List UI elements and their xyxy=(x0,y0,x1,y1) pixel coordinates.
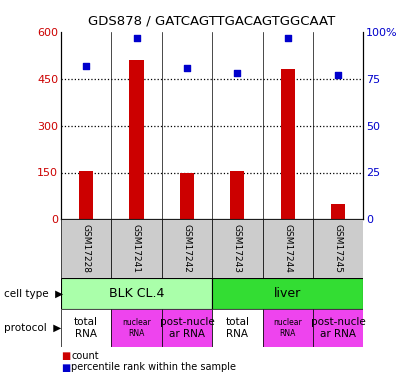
Text: count: count xyxy=(71,351,99,361)
Text: nuclear
RNA: nuclear RNA xyxy=(122,318,151,338)
Point xyxy=(234,70,241,76)
Bar xyxy=(262,309,313,347)
Bar xyxy=(212,219,262,278)
Point xyxy=(83,63,89,69)
Bar xyxy=(61,309,111,347)
Text: liver: liver xyxy=(274,287,301,300)
Text: GSM17243: GSM17243 xyxy=(233,224,242,273)
Bar xyxy=(212,278,363,309)
Text: protocol  ▶: protocol ▶ xyxy=(4,323,61,333)
Bar xyxy=(313,219,363,278)
Point xyxy=(284,34,291,40)
Bar xyxy=(180,172,194,219)
Bar xyxy=(79,171,93,219)
Point xyxy=(133,34,140,40)
Text: ■: ■ xyxy=(61,363,70,372)
Text: post-nucle
ar RNA: post-nucle ar RNA xyxy=(160,317,214,339)
Text: GSM17228: GSM17228 xyxy=(81,224,91,273)
Bar xyxy=(331,204,345,219)
Text: post-nucle
ar RNA: post-nucle ar RNA xyxy=(311,317,365,339)
Text: GSM17244: GSM17244 xyxy=(283,224,292,273)
Text: percentile rank within the sample: percentile rank within the sample xyxy=(71,363,236,372)
Text: cell type  ▶: cell type ▶ xyxy=(4,289,63,298)
Bar xyxy=(281,69,295,219)
Point xyxy=(335,72,341,78)
Text: nuclear
RNA: nuclear RNA xyxy=(273,318,302,338)
Bar xyxy=(129,60,144,219)
Title: GDS878 / GATCAGTTGACAGTGGCAAT: GDS878 / GATCAGTTGACAGTGGCAAT xyxy=(89,15,336,28)
Bar xyxy=(162,309,212,347)
Bar xyxy=(162,219,212,278)
Bar xyxy=(61,219,111,278)
Text: GSM17242: GSM17242 xyxy=(182,224,192,273)
Bar xyxy=(61,278,212,309)
Text: total
RNA: total RNA xyxy=(225,317,249,339)
Point xyxy=(184,64,190,70)
Text: GSM17245: GSM17245 xyxy=(333,224,343,273)
Text: total
RNA: total RNA xyxy=(74,317,98,339)
Bar xyxy=(111,309,162,347)
Bar xyxy=(230,171,244,219)
Bar xyxy=(212,309,262,347)
Text: GSM17241: GSM17241 xyxy=(132,224,141,273)
Text: BLK CL.4: BLK CL.4 xyxy=(109,287,164,300)
Bar xyxy=(111,219,162,278)
Bar xyxy=(313,309,363,347)
Text: ■: ■ xyxy=(61,351,70,361)
Bar xyxy=(262,219,313,278)
